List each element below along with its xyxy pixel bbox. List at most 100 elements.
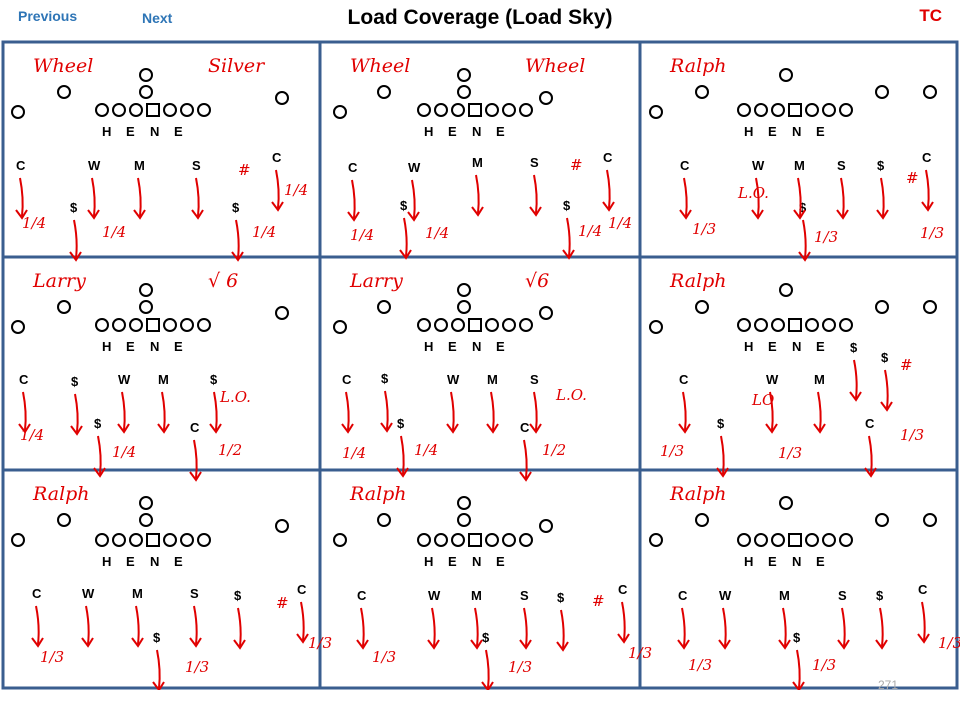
defender-label: C <box>297 582 307 597</box>
defender-label: $ <box>210 372 218 387</box>
coverage-arrow <box>533 391 538 431</box>
coverage-arrow <box>91 177 96 217</box>
arrowhead <box>718 639 731 650</box>
coverage-note: 1/2 <box>218 441 242 459</box>
page-title: Load Coverage (Load Sky) <box>347 6 613 29</box>
coverage-note: # <box>906 169 919 187</box>
receiver-circle <box>875 300 889 314</box>
receiver-circle <box>139 496 153 510</box>
dline-label: E <box>496 554 505 569</box>
defender-label: W <box>447 372 460 387</box>
defender-label: W <box>766 372 779 387</box>
lineman-circle <box>129 318 143 332</box>
defender-label: C <box>603 150 613 165</box>
defender-label: C <box>19 372 29 387</box>
arrowhead <box>152 681 165 690</box>
lineman-circle <box>805 103 819 117</box>
lineman-circle <box>163 103 177 117</box>
previous-link[interactable]: Previous <box>18 8 78 24</box>
receiver-circle <box>457 283 471 297</box>
arrowhead <box>31 637 44 648</box>
arrowhead <box>486 423 499 434</box>
defender-label: C <box>342 372 352 387</box>
defender-label: C <box>865 416 875 431</box>
defender-label: C <box>357 588 367 603</box>
arrowhead <box>765 423 778 434</box>
arrowhead <box>347 211 360 222</box>
receiver-circle <box>695 300 709 314</box>
coverage-arrow <box>300 601 305 641</box>
receiver-circle <box>377 300 391 314</box>
receiver-circle <box>139 513 153 527</box>
defender-label: $ <box>877 158 885 173</box>
defender-label: S <box>530 372 539 387</box>
coverage-arrow <box>490 391 495 431</box>
arrowhead <box>396 467 409 478</box>
arrowhead <box>131 637 144 648</box>
arrowhead <box>189 471 202 482</box>
coverage-arrow <box>782 607 787 647</box>
dline-label: N <box>150 339 159 354</box>
receiver-circle <box>779 496 793 510</box>
coverage-arrow <box>797 177 802 217</box>
arrowhead <box>356 639 369 650</box>
lineman-circle <box>502 103 516 117</box>
coverage-arrow <box>73 219 78 259</box>
arrowhead <box>446 423 459 434</box>
arrowhead <box>678 423 691 434</box>
lineman-circle <box>95 318 109 332</box>
play-title: Ralph <box>669 483 727 505</box>
coverage-arrow <box>921 601 926 641</box>
receiver-circle <box>539 306 553 320</box>
coverage-note: 1/4 <box>252 223 276 241</box>
coverage-arrow <box>74 393 79 433</box>
defender-label: M <box>134 158 145 173</box>
coverage-arrow <box>606 169 611 209</box>
dline-label: H <box>102 124 111 139</box>
dline-label: E <box>174 124 183 139</box>
lineman-circle <box>822 318 836 332</box>
defender-label: W <box>752 158 765 173</box>
coverage-note: 1/3 <box>812 656 836 674</box>
receiver-circle <box>57 85 71 99</box>
lineman-circle <box>197 318 211 332</box>
lineman-circle <box>839 533 853 547</box>
lineman-circle <box>485 533 499 547</box>
defender-label: $ <box>881 350 889 365</box>
lineman-circle <box>502 318 516 332</box>
play-title: Larry <box>32 270 86 292</box>
center-square <box>146 103 160 117</box>
receiver-circle <box>649 320 663 334</box>
defender-label: $ <box>799 200 807 215</box>
play-title: Wheel <box>33 55 93 77</box>
play-title-secondary: √ 6 <box>208 270 238 292</box>
dline-label: E <box>448 339 457 354</box>
defender-label: $ <box>717 416 725 431</box>
arrowhead <box>209 423 222 434</box>
dline-label: H <box>744 554 753 569</box>
dline-label: N <box>792 124 801 139</box>
lineman-circle <box>112 318 126 332</box>
page-number: 271 <box>878 678 899 692</box>
defender-label: W <box>408 160 421 175</box>
dline-label: E <box>768 554 777 569</box>
arrowhead <box>471 206 484 217</box>
coverage-note: 1/2 <box>542 441 566 459</box>
center-square <box>468 103 482 117</box>
dline-label: E <box>448 554 457 569</box>
receiver-circle <box>649 533 663 547</box>
defender-label: C <box>16 158 26 173</box>
lineman-circle <box>95 533 109 547</box>
defender-label: C <box>918 582 928 597</box>
dline-label: E <box>768 339 777 354</box>
dline-label: E <box>496 339 505 354</box>
receiver-circle <box>649 105 663 119</box>
coverage-arrow <box>156 649 161 689</box>
defender-label: W <box>82 586 95 601</box>
arrowhead <box>341 423 354 434</box>
next-link[interactable]: Next <box>142 10 173 26</box>
coverage-arrow <box>523 439 528 479</box>
receiver-circle <box>333 533 347 547</box>
dline-label: E <box>768 124 777 139</box>
lineman-circle <box>434 533 448 547</box>
